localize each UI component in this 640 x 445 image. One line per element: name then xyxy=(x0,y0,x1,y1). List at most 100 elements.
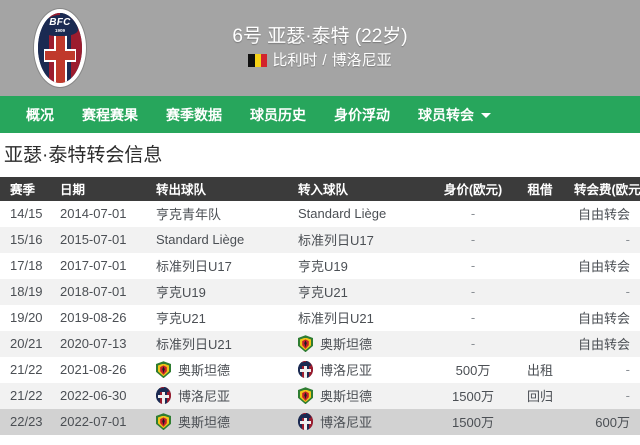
nav-label: 概况 xyxy=(26,106,54,123)
player-nationality: 比利时 xyxy=(272,51,318,69)
column-header-to-club[interactable]: 转入球队 xyxy=(292,176,434,201)
from-club-label: Standard Liège xyxy=(156,232,245,248)
to-club-label: 亨克U21 xyxy=(298,285,348,301)
cell-season: 19/20 xyxy=(10,310,43,326)
cell-loan xyxy=(512,305,568,331)
cell-to-club[interactable]: 标准列日U17 xyxy=(292,227,434,253)
cell-fee: 600万 xyxy=(595,415,630,431)
nav-item-transfers[interactable]: 球员转会 xyxy=(404,96,505,134)
transfer-history-table: 赛季 日期 转出球队 转入球队 身价(欧元) 租借 转会费(欧元) 14/15 2… xyxy=(0,176,640,435)
column-header-date[interactable]: 日期 xyxy=(54,176,150,201)
cell-to-club[interactable]: 亨克U19 xyxy=(292,253,434,279)
nav-label: 赛程赛果 xyxy=(82,106,138,123)
player-title-block: 6号 亚瑟·泰特 (22岁) 比利时 / 博洛尼亚 xyxy=(120,24,640,72)
nav-label: 赛季数据 xyxy=(166,106,222,123)
cell-market-value: - xyxy=(470,206,476,222)
cell-to-club[interactable]: 博洛尼亚 xyxy=(292,357,434,383)
oostende-club-logo-icon xyxy=(156,361,171,379)
cell-season: 22/23 xyxy=(10,414,43,430)
cell-from-club[interactable]: 亨克U19 xyxy=(150,279,292,305)
meta-separator: / xyxy=(322,51,327,69)
nav-item-market-value[interactable]: 身价浮动 xyxy=(320,96,404,134)
cell-from-club[interactable]: 标准列日U17 xyxy=(150,253,292,279)
cell-date: 2014-07-01 xyxy=(60,206,127,222)
main-nav: 概况 赛程赛果 赛季数据 球员历史 身价浮动 球员转会 xyxy=(0,96,640,134)
cell-fee: 自由转会 xyxy=(577,311,630,327)
nav-item-overview[interactable]: 概况 xyxy=(12,96,68,134)
cell-to-club[interactable]: 标准列日U21 xyxy=(292,305,434,331)
cell-fee: 自由转会 xyxy=(577,337,630,353)
cell-to-club[interactable]: Standard Liège xyxy=(292,201,434,227)
nav-label: 身价浮动 xyxy=(334,106,390,123)
player-club: 博洛尼亚 xyxy=(331,51,392,69)
bologna-club-logo-icon xyxy=(298,413,313,431)
cell-from-club[interactable]: Standard Liège xyxy=(150,227,292,253)
belgium-flag-icon xyxy=(248,54,268,68)
cell-to-club[interactable]: 博洛尼亚 xyxy=(292,409,434,435)
table-row[interactable]: 21/22 2022-06-30 博洛尼亚 奥斯坦德 1500万 回归 - xyxy=(0,382,640,409)
cell-date: 2022-06-30 xyxy=(60,388,127,404)
cell-loan xyxy=(512,331,568,357)
player-header: BFC 1909 6号 亚瑟·泰特 (22岁) 比利时 / 博洛尼亚 xyxy=(0,0,640,96)
cell-market-value: 500万 xyxy=(455,363,491,379)
column-header-from-club[interactable]: 转出球队 xyxy=(150,176,292,201)
cell-market-value: 1500万 xyxy=(452,415,494,431)
cell-date: 2018-07-01 xyxy=(60,284,127,300)
column-header-loan[interactable]: 租借 xyxy=(512,176,568,201)
cell-market-value: - xyxy=(470,258,476,274)
cell-fee: - xyxy=(625,284,630,300)
cell-fee: 自由转会 xyxy=(577,259,630,275)
cell-loan xyxy=(512,201,568,227)
table-row[interactable]: 19/20 2019-08-26 亨克U21 标准列日U21 - 自由转会 xyxy=(0,304,640,331)
to-club-label: 奥斯坦德 xyxy=(320,337,373,353)
cell-fee: - xyxy=(625,232,630,248)
cell-to-club[interactable]: 亨克U21 xyxy=(292,279,434,305)
table-header-row: 赛季 日期 转出球队 转入球队 身价(欧元) 租借 转会费(欧元) xyxy=(0,176,640,201)
cell-season: 20/21 xyxy=(10,336,43,352)
cell-market-value: - xyxy=(470,310,476,326)
table-row[interactable]: 18/19 2018-07-01 亨克U19 亨克U21 - - xyxy=(0,278,640,305)
cell-to-club[interactable]: 奥斯坦德 xyxy=(292,383,434,409)
cell-from-club[interactable]: 奥斯坦德 xyxy=(150,357,292,383)
crest-initials: BFC xyxy=(49,16,71,28)
table-row[interactable]: 17/18 2017-07-01 标准列日U17 亨克U19 - 自由转会 xyxy=(0,252,640,279)
table-row[interactable]: 15/16 2015-07-01 Standard Liège 标准列日U17 - - xyxy=(0,226,640,253)
cell-loan: 回归 xyxy=(526,389,553,405)
nav-item-fixtures[interactable]: 赛程赛果 xyxy=(68,96,152,134)
cell-from-club[interactable]: 标准列日U21 xyxy=(150,331,292,357)
column-header-fee[interactable]: 转会费(欧元) xyxy=(568,176,640,201)
cell-season: 18/19 xyxy=(10,284,43,300)
column-header-season[interactable]: 赛季 xyxy=(0,176,54,201)
to-club-label: Standard Liège xyxy=(298,206,387,222)
to-club-label: 博洛尼亚 xyxy=(320,415,373,431)
cell-to-club[interactable]: 奥斯坦德 xyxy=(292,331,434,357)
nav-item-player-history[interactable]: 球员历史 xyxy=(236,96,320,134)
table-row[interactable]: 22/23 2022-07-01 奥斯坦德 博洛尼亚 1500万 600万 xyxy=(0,408,640,435)
cell-season: 17/18 xyxy=(10,258,43,274)
nav-label: 球员历史 xyxy=(250,106,306,123)
page-title: 6号 亚瑟·泰特 (22岁) xyxy=(232,25,408,47)
from-club-label: 奥斯坦德 xyxy=(178,415,231,431)
cell-loan xyxy=(512,227,568,253)
cell-from-club[interactable]: 博洛尼亚 xyxy=(150,383,292,409)
from-club-label: 标准列日U21 xyxy=(156,337,232,353)
table-body: 14/15 2014-07-01 亨克青年队 Standard Liège - 自由转会 1… xyxy=(0,200,640,435)
cell-market-value: - xyxy=(470,232,476,248)
table-row[interactable]: 20/21 2020-07-13 标准列日U21 奥斯坦德 - 自由转会 xyxy=(0,330,640,357)
cell-from-club[interactable]: 奥斯坦德 xyxy=(150,409,292,435)
cell-season: 14/15 xyxy=(10,206,43,222)
nav-label: 球员转会 xyxy=(418,106,474,123)
cell-from-club[interactable]: 亨克青年队 xyxy=(150,201,292,227)
cell-season: 21/22 xyxy=(10,362,43,378)
cell-loan xyxy=(512,279,568,305)
cell-market-value: 1500万 xyxy=(452,389,494,405)
nav-item-season-stats[interactable]: 赛季数据 xyxy=(152,96,236,134)
cell-from-club[interactable]: 亨克U21 xyxy=(150,305,292,331)
table-row[interactable]: 21/22 2021-08-26 奥斯坦德 博洛尼亚 500万 出租 - xyxy=(0,356,640,383)
from-club-label: 亨克U19 xyxy=(156,285,206,301)
chevron-down-icon[interactable] xyxy=(481,113,491,118)
table-row[interactable]: 14/15 2014-07-01 亨克青年队 Standard Liège - 自由转会 xyxy=(0,200,640,227)
cell-fee: - xyxy=(625,388,630,404)
to-club-label: 博洛尼亚 xyxy=(320,363,373,379)
column-header-market-value[interactable]: 身价(欧元) xyxy=(434,176,512,201)
